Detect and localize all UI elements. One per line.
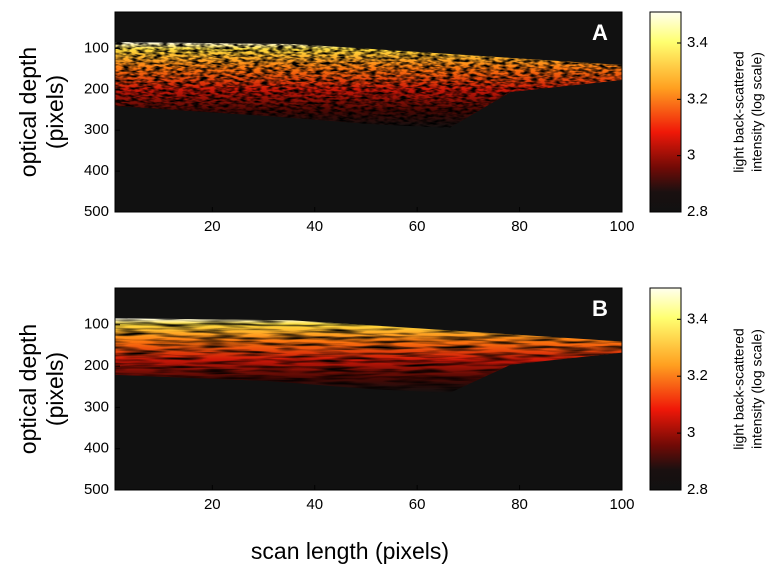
x-tick-label: 80 xyxy=(511,218,528,235)
y-tick-label: 100 xyxy=(84,39,109,56)
colorbar-tick-label: 3 xyxy=(687,424,695,441)
y-tick-label: 500 xyxy=(84,481,109,498)
colorbar-tick-label: 3.2 xyxy=(687,90,708,107)
plot-frame xyxy=(114,11,623,213)
colorbar-tick-label: 3.4 xyxy=(687,34,708,51)
colorbar-tick-label: 3.2 xyxy=(687,367,708,384)
y-tick-label: 400 xyxy=(84,162,109,179)
plot-frame xyxy=(114,287,623,491)
colorbar-label: intensity (log scale) xyxy=(749,52,765,172)
panel: A 20 40 60 80 100 100 200 300 400 500 optical depth… xyxy=(15,11,765,235)
colorbar-tick-label: 3 xyxy=(687,147,695,164)
y-axis-label: optical depth xyxy=(15,324,41,454)
x-tick-label: 20 xyxy=(204,496,221,513)
y-axis-label: (pixels) xyxy=(42,352,68,426)
y-tick-label: 200 xyxy=(84,357,109,374)
x-tick-label: 40 xyxy=(306,218,323,235)
y-axis-label: (pixels) xyxy=(42,75,68,149)
colorbar-tick-label: 2.8 xyxy=(687,481,708,498)
colorbar xyxy=(649,11,682,213)
y-tick-label: 100 xyxy=(84,316,109,333)
y-tick-label: 500 xyxy=(84,203,109,220)
colorbar-tick-label: 3.4 xyxy=(687,310,708,327)
y-tick-label: 300 xyxy=(84,398,109,415)
x-tick-label: 60 xyxy=(409,496,426,513)
panel: B 20 40 60 80 100 100 200 300 400 500 optical depth… xyxy=(15,287,765,564)
colorbar-label: light back-scattered xyxy=(731,51,747,172)
colorbar-tick-label: 2.8 xyxy=(687,203,708,220)
colorbar xyxy=(649,287,682,491)
x-tick-label: 100 xyxy=(609,496,634,513)
y-tick-label: 200 xyxy=(84,80,109,97)
colorbar-label: light back-scattered xyxy=(731,328,747,449)
colorbar-label: intensity (log scale) xyxy=(749,329,765,449)
x-axis-label: scan length (pixels) xyxy=(251,538,449,564)
panel-label: A xyxy=(592,20,608,45)
x-tick-label: 20 xyxy=(204,218,221,235)
y-axis-label: optical depth xyxy=(15,47,41,177)
y-tick-label: 300 xyxy=(84,121,109,138)
x-tick-label: 60 xyxy=(409,218,426,235)
x-tick-label: 80 xyxy=(511,496,528,513)
x-tick-label: 100 xyxy=(609,218,634,235)
x-tick-label: 40 xyxy=(306,496,323,513)
panel-label: B xyxy=(592,296,608,321)
y-tick-label: 400 xyxy=(84,440,109,457)
